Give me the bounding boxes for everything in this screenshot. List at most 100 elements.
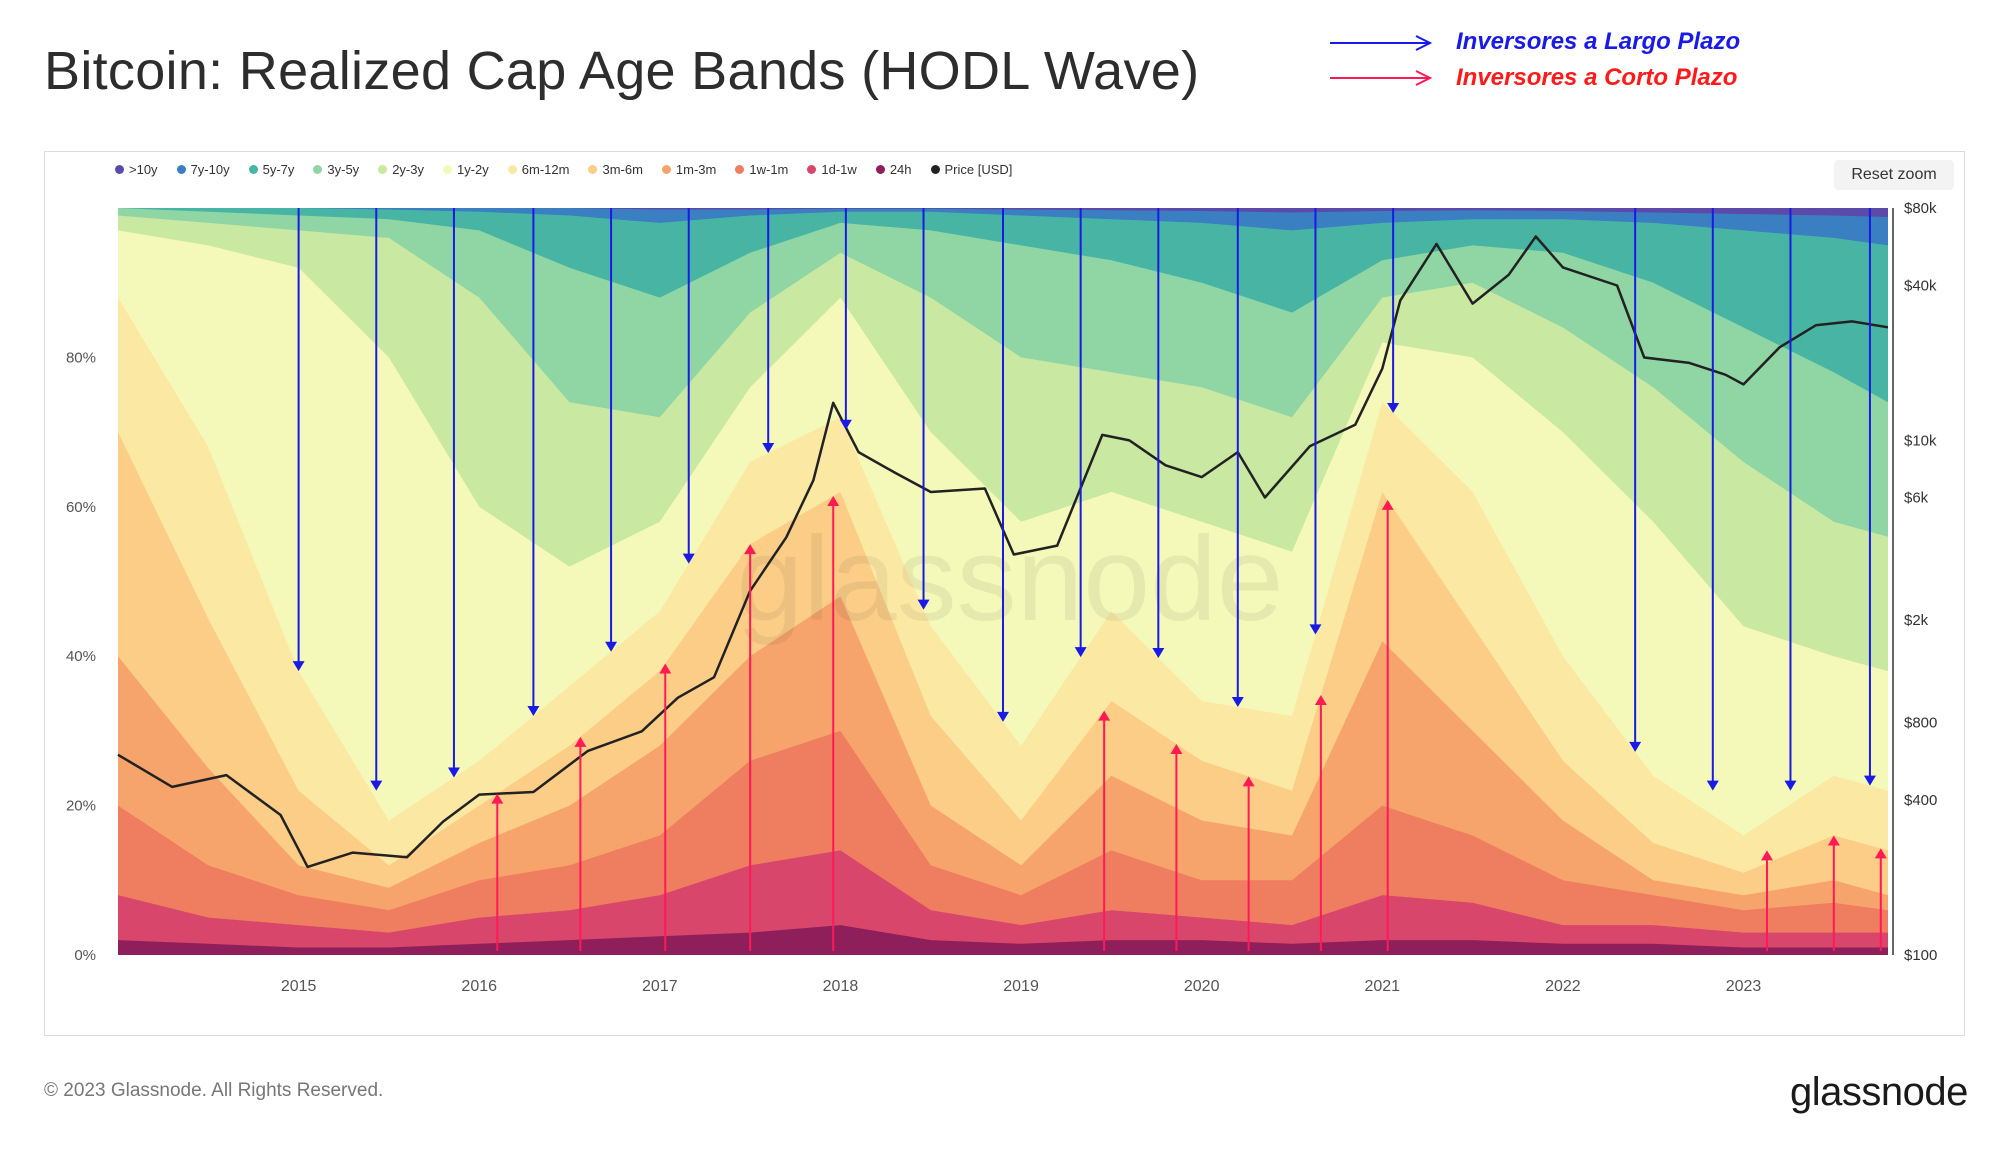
legend-dot — [930, 165, 940, 174]
long-term-arrow — [1074, 208, 1087, 658]
band-24h — [118, 925, 1888, 955]
legend-dot — [378, 165, 388, 174]
y-right-tick-label: $40k — [1904, 277, 1937, 294]
y-right-tick-label: $10k — [1904, 432, 1937, 449]
long-term-arrow — [1863, 208, 1876, 786]
short-term-arrow — [574, 736, 587, 951]
legend-dot — [661, 165, 671, 174]
y-left-tick-label: 40% — [66, 648, 96, 665]
legend-dot — [807, 165, 817, 174]
y-left-tick-label: 20% — [66, 798, 96, 815]
short-term-arrow — [1314, 695, 1327, 951]
long-term-arrow — [1784, 208, 1797, 791]
short-term-arrow — [744, 544, 757, 951]
legend-item-4[interactable]: 2y-3y — [378, 162, 424, 177]
legend-dot — [875, 165, 885, 174]
copyright-text: © 2023 Glassnode. All Rights Reserved. — [44, 1080, 384, 1101]
x-tick-label: 2017 — [642, 978, 678, 995]
legend-dot — [313, 165, 323, 174]
legend-dot — [507, 165, 517, 174]
watermark: glassnode — [736, 512, 1283, 646]
legend-item-11[interactable]: 24h — [875, 162, 912, 177]
legend-item-5[interactable]: 1y-2y — [442, 162, 489, 177]
legend-item-9[interactable]: 1w-1m — [735, 162, 788, 177]
long-term-arrow — [1231, 208, 1244, 707]
page-title: Bitcoin: Realized Cap Age Bands (HODL Wa… — [44, 41, 1200, 101]
legend-item-7[interactable]: 3m-6m — [588, 162, 643, 177]
legend-item-10[interactable]: 1d-1w — [807, 162, 857, 177]
y-right-tick-label: $6k — [1904, 489, 1929, 506]
x-tick-label: 2022 — [1545, 978, 1581, 995]
long-term-arrow — [1629, 208, 1642, 752]
x-tick-label: 2019 — [1003, 978, 1039, 995]
short-term-arrow — [1760, 850, 1773, 951]
short-term-arrow — [1242, 776, 1255, 951]
y-right-tick-label: $80k — [1904, 200, 1937, 217]
legend-label: 2y-3y — [392, 162, 424, 177]
long-term-arrow — [682, 208, 695, 564]
legend-dot — [115, 165, 124, 174]
band-1w-1m — [118, 730, 1888, 955]
long-term-arrow — [997, 208, 1009, 722]
chart-legend: >10y 7y-10y 5y-7y 3y-5y 2y-3y 1y-2y 6m-12m 3m-6… — [115, 162, 1012, 177]
y-right-tick-label: $800 — [1904, 715, 1937, 732]
y-right-tick-label: $100 — [1904, 947, 1937, 964]
long-term-arrow — [762, 208, 775, 454]
short-term-arrow — [1170, 744, 1183, 951]
long-term-arrow — [527, 208, 540, 716]
legend-dot — [588, 165, 598, 174]
long-term-arrow — [1309, 208, 1322, 635]
long-term-arrow — [605, 208, 618, 652]
annotation-legend — [1330, 35, 1433, 86]
long-term-arrow — [839, 208, 852, 430]
long-term-arrow — [292, 208, 305, 672]
investor-arrows — [292, 208, 1887, 951]
y-left-tick-label: 0% — [74, 947, 96, 964]
legend-label: 6m-12m — [521, 162, 570, 177]
legend-dot — [176, 165, 186, 174]
long-term-arrow — [1152, 208, 1165, 658]
short-term-arrow — [1098, 710, 1111, 951]
legend-label: 1d-1w — [821, 162, 857, 177]
legend-label: 3y-5y — [327, 162, 360, 177]
short-term-arrow — [1381, 499, 1394, 951]
legend-item-8[interactable]: 1m-3m — [661, 162, 717, 177]
legend-item-1[interactable]: 7y-10y — [176, 162, 230, 177]
x-tick-label: 2016 — [461, 978, 497, 995]
chart-frame — [44, 151, 1965, 1036]
short-term-arrow-legend — [1330, 70, 1433, 86]
band-1d-1w — [118, 850, 1888, 955]
x-tick-label: 2023 — [1726, 978, 1762, 995]
legend-item-2[interactable]: 5y-7y — [248, 162, 295, 177]
legend-label: 5y-7y — [262, 162, 295, 177]
legend-dot — [442, 165, 452, 174]
long-term-arrow — [370, 208, 383, 791]
legend-dot — [735, 165, 745, 174]
y-right-tick-label: $2k — [1904, 612, 1929, 629]
y-left-tick-label: 60% — [66, 499, 96, 516]
short-term-arrow — [1874, 848, 1887, 951]
short-term-arrow — [827, 496, 840, 951]
short-term-arrow — [491, 793, 504, 951]
legend-label: 1w-1m — [749, 162, 789, 177]
long-term-arrow — [447, 208, 460, 778]
legend-item-6[interactable]: 6m-12m — [507, 162, 570, 177]
legend-label: 1y-2y — [456, 162, 489, 177]
legend-label: 3m-6m — [602, 162, 643, 177]
x-tick-label: 2020 — [1184, 978, 1220, 995]
legend-item-12[interactable]: Price [USD] — [930, 162, 1013, 177]
long-term-arrow — [1706, 208, 1719, 791]
legend-dot — [248, 165, 258, 174]
legend-label: Price [USD] — [944, 162, 1013, 177]
y-right-tick-label: $400 — [1904, 792, 1937, 809]
long-term-arrow — [1387, 208, 1400, 413]
short-term-arrow — [1827, 835, 1840, 951]
legend-label: 1m-3m — [675, 162, 717, 177]
short-term-investors-label: Inversores a Corto Plazo — [1456, 64, 1738, 91]
axes: 2015 2016 2017 2018 2019 2020 2021 2022 2023 0% 20… — [66, 200, 1937, 995]
legend-item-0[interactable]: >10y — [115, 162, 158, 177]
glassnode-logo: glassnode — [1790, 1070, 1968, 1114]
reset-zoom-button[interactable]: Reset zoom — [1834, 160, 1954, 190]
legend-item-3[interactable]: 3y-5y — [313, 162, 359, 177]
